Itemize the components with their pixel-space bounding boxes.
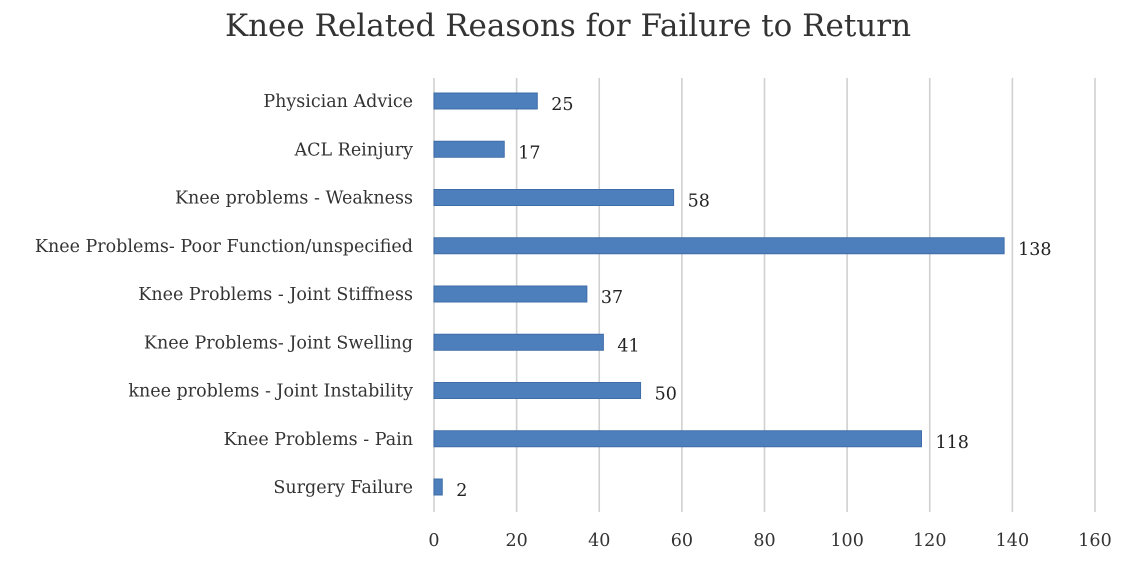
data-label: 41 [617, 336, 639, 356]
x-tick-label: 60 [671, 531, 693, 551]
x-tick-label: 80 [753, 531, 775, 551]
category-label: Knee problems - Weakness [175, 189, 413, 209]
bar [433, 140, 505, 158]
category-label: Physician Advice [263, 92, 413, 112]
category-label: ACL Reinjury [293, 140, 413, 160]
bar [433, 285, 588, 303]
bar [433, 333, 604, 351]
category-label: knee problems - Joint Instability [128, 382, 413, 402]
data-label: 2 [456, 481, 467, 501]
data-label: 25 [551, 95, 573, 115]
x-tick-label: 140 [996, 531, 1029, 551]
x-tick-label: 20 [505, 531, 527, 551]
category-label: Knee Problems - Pain [224, 430, 413, 450]
bar [433, 430, 922, 448]
data-label: 58 [688, 192, 710, 212]
chart-title: Knee Related Reasons for Failure to Retu… [224, 8, 912, 44]
category-label: Knee Problems- Joint Swelling [144, 333, 413, 353]
bar [433, 237, 1005, 255]
data-label: 138 [1018, 240, 1051, 260]
bar [433, 478, 443, 496]
category-label: Knee Problems - Joint Stiffness [138, 285, 413, 305]
category-label: Surgery Failure [273, 478, 413, 498]
x-tick-label: 120 [913, 531, 946, 551]
bar [433, 382, 642, 399]
category-label: Knee Problems- Poor Function/unspecified [35, 237, 413, 257]
x-tick-label: 40 [588, 531, 610, 551]
bar [433, 189, 675, 206]
x-tick-label: 0 [428, 531, 439, 551]
x-tick-label: 160 [1078, 531, 1111, 551]
data-label: 17 [518, 143, 540, 163]
data-label: 50 [655, 385, 677, 405]
data-label: 37 [601, 288, 623, 308]
x-tick-label: 100 [830, 531, 863, 551]
data-label: 118 [935, 433, 968, 453]
bar [433, 92, 538, 110]
